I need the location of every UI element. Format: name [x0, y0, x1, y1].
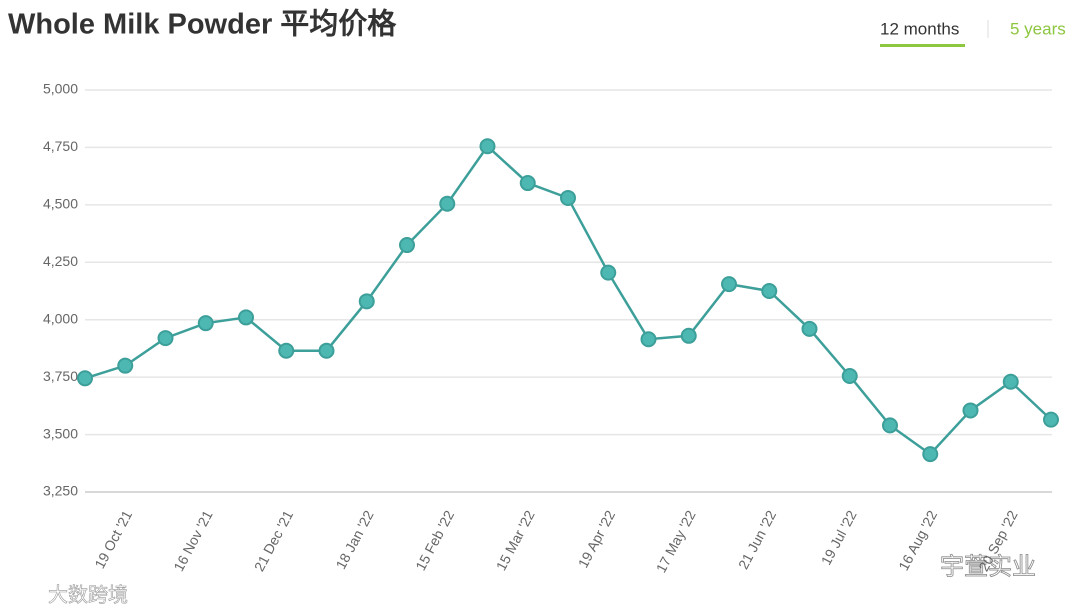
marker — [1002, 373, 1019, 390]
marker — [479, 138, 496, 155]
x-tick-label: 19 Oct '21 — [91, 507, 135, 571]
x-tick-label: 18 Jan '22 — [332, 507, 376, 571]
marker — [278, 342, 295, 359]
y-tick-label: 3,500 — [43, 425, 78, 441]
x-tick-label: 17 May '22 — [653, 507, 699, 575]
marker — [882, 417, 898, 434]
marker — [358, 293, 375, 310]
marker — [1043, 411, 1059, 428]
marker — [841, 367, 858, 384]
marker — [801, 320, 818, 337]
marker — [640, 331, 657, 348]
marker — [519, 175, 536, 192]
tab-5-years[interactable]: 5 years — [1010, 19, 1066, 38]
marker — [157, 330, 174, 347]
x-tick-label: 19 Jul '22 — [818, 507, 860, 567]
marker — [560, 189, 576, 206]
marker — [399, 237, 415, 254]
y-tick-label: 5,000 — [43, 81, 78, 97]
marker — [238, 309, 254, 326]
x-tick-label: 21 Dec '21 — [251, 507, 296, 573]
tab-12-months[interactable]: 12 months — [880, 19, 959, 38]
x-tick-label: 16 Nov '21 — [170, 507, 215, 573]
tab-underline — [880, 44, 965, 47]
chart-title: Whole Milk Powder 平均价格 — [8, 8, 397, 41]
watermark: 大数跨境 — [48, 583, 128, 606]
marker — [922, 446, 939, 463]
marker — [761, 283, 778, 299]
marker — [439, 195, 456, 212]
marker — [77, 370, 93, 387]
marker — [721, 276, 737, 293]
marker — [197, 315, 214, 332]
marker — [962, 402, 979, 419]
y-tick-label: 4,500 — [43, 196, 78, 212]
watermark: 宇萱实业 — [940, 553, 1036, 580]
y-tick-label: 4,750 — [43, 138, 78, 154]
marker — [680, 327, 697, 344]
x-tick-label: 15 Mar '22 — [493, 507, 538, 573]
y-tick-label: 3,750 — [43, 368, 78, 384]
y-tick-label: 3,250 — [43, 483, 78, 499]
y-tick-label: 4,250 — [43, 253, 78, 269]
y-tick-label: 4,000 — [43, 310, 78, 326]
marker — [117, 357, 134, 374]
x-tick-label: 15 Feb '22 — [412, 507, 457, 573]
x-tick-label: 19 Apr '22 — [575, 507, 619, 570]
marker — [600, 264, 617, 281]
x-tick-label: 16 Aug '22 — [895, 507, 940, 573]
marker — [318, 342, 335, 359]
x-tick-label: 21 Jun '22 — [735, 507, 779, 571]
